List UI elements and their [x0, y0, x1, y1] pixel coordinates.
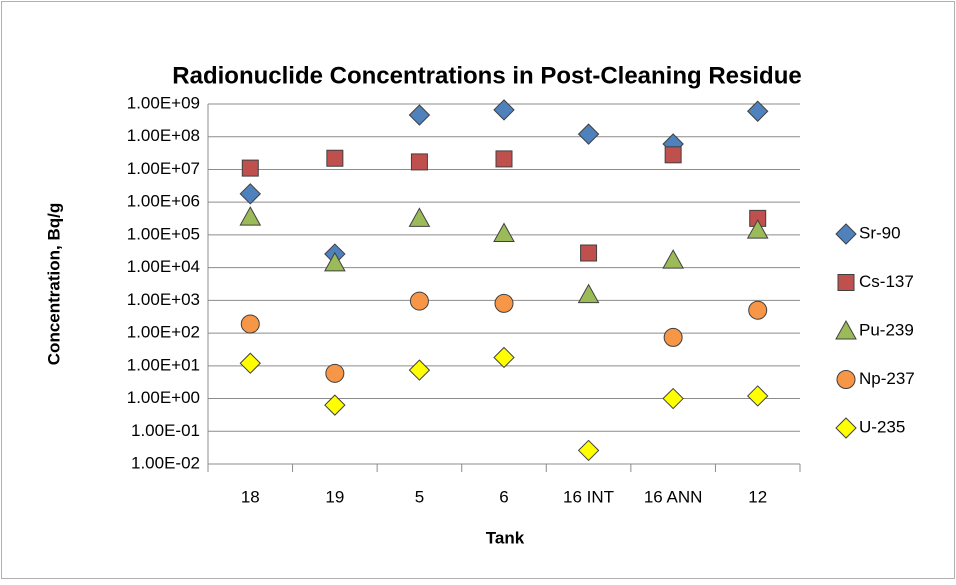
marker: [746, 219, 769, 239]
marker: [240, 314, 260, 334]
y-tick-label: 1.00E+00: [127, 388, 200, 407]
marker: [747, 385, 769, 407]
legend-label: U-235: [859, 417, 905, 436]
legend-label: Sr-90: [859, 223, 901, 242]
chart-title: Radionuclide Concentrations in Post-Clea…: [172, 62, 801, 89]
marker: [662, 249, 684, 269]
marker: [662, 387, 684, 410]
marker: [748, 300, 768, 320]
y-tick-label: 1.00E+08: [127, 126, 200, 145]
marker: [495, 150, 513, 168]
y-tick-label: 1.00E+06: [127, 192, 200, 211]
marker: [577, 283, 600, 304]
marker: [577, 123, 600, 145]
legend-label: Pu-239: [859, 320, 914, 339]
marker: [577, 439, 600, 462]
marker: [408, 104, 431, 126]
x-axis-label: Tank: [486, 528, 525, 547]
y-tick-label: 1.00E+02: [127, 323, 200, 342]
x-tick-label: 6: [499, 487, 508, 506]
x-tick-label: 16 ANN: [644, 487, 703, 506]
x-tick-label: 5: [415, 487, 424, 506]
marker: [324, 394, 346, 416]
marker: [580, 244, 598, 262]
marker: [493, 222, 515, 243]
marker: [326, 149, 344, 167]
marker: [239, 352, 261, 374]
y-tick-label: 1.00E-01: [131, 421, 200, 440]
y-tick-label: 1.00E+07: [127, 159, 200, 178]
marker: [409, 291, 429, 311]
y-tick-label: 1.00E+03: [127, 290, 200, 309]
legend-label: Cs-137: [859, 272, 914, 291]
y-tick-label: 1.00E+01: [127, 355, 200, 374]
x-tick-label: 16 INT: [563, 487, 614, 506]
x-tick-label: 19: [325, 487, 344, 506]
marker: [239, 206, 262, 226]
x-tick-label: 18: [241, 487, 260, 506]
legend-marker: [835, 223, 857, 245]
marker: [494, 293, 514, 313]
marker: [241, 159, 259, 177]
y-axis-label: Concentration, Bq/g: [44, 203, 63, 365]
marker: [325, 363, 345, 383]
marker: [664, 146, 682, 164]
legend-marker: [835, 417, 857, 439]
marker: [408, 207, 431, 227]
x-tick-label: 12: [748, 487, 767, 506]
marker: [408, 359, 431, 381]
marker: [663, 327, 683, 347]
marker: [324, 251, 346, 272]
y-tick-label: 1.00E-02: [131, 453, 200, 472]
y-tick-label: 1.00E+05: [127, 224, 200, 243]
marker: [493, 346, 515, 369]
marker: [747, 100, 769, 122]
legend-label: Np-237: [859, 369, 915, 388]
marker: [239, 183, 261, 205]
marker: [410, 153, 428, 171]
legend-marker: [837, 274, 855, 291]
legend-marker: [835, 319, 857, 340]
y-tick-label: 1.00E+04: [127, 257, 200, 276]
y-tick-label: 1.00E+09: [127, 93, 200, 112]
marker: [493, 99, 515, 121]
legend-marker: [836, 370, 856, 389]
